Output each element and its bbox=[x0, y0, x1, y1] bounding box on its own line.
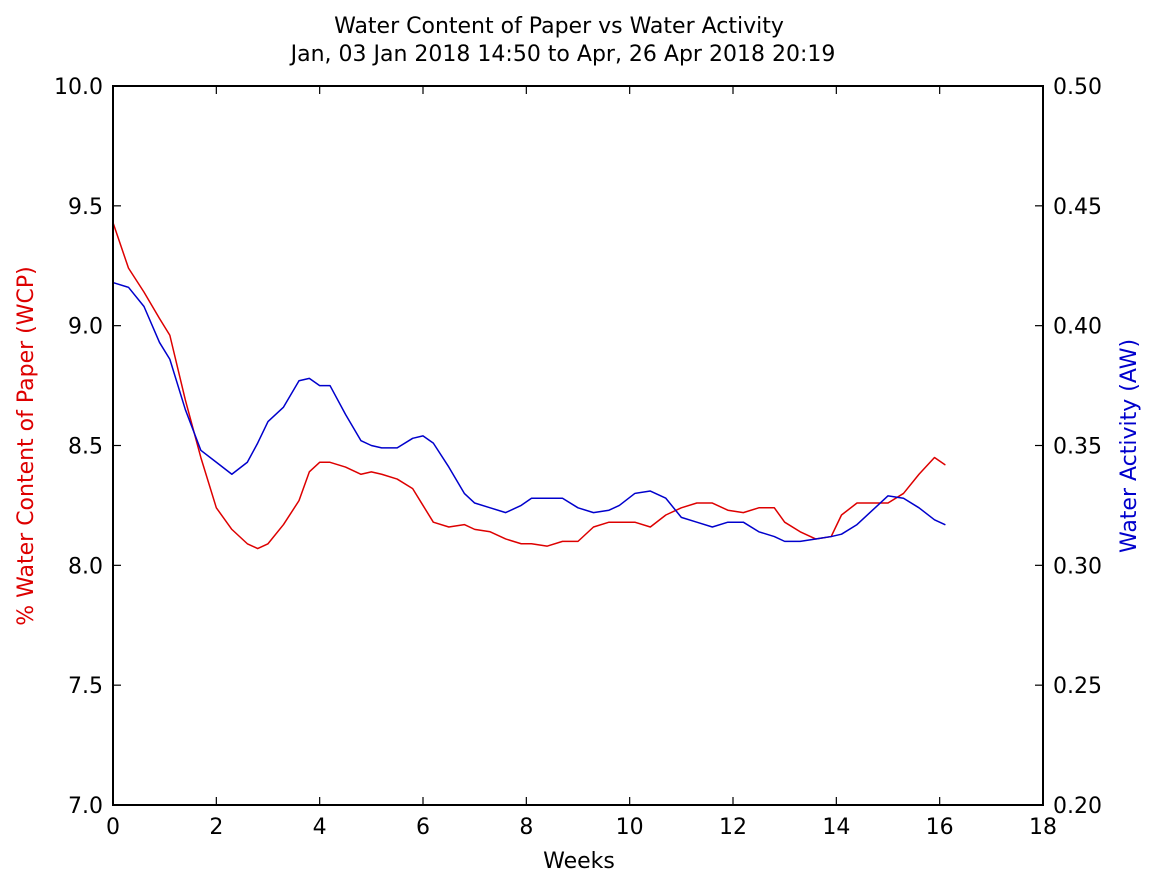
y-left-axis-label: % Water Content of Paper (WCP) bbox=[14, 266, 39, 625]
x-tick-label: 8 bbox=[519, 815, 533, 840]
x-tick-label: 16 bbox=[926, 815, 954, 840]
plot-frame bbox=[112, 85, 1044, 806]
chart-subtitle: Jan, 03 Jan 2018 14:50 to Apr, 26 Apr 20… bbox=[289, 42, 836, 67]
y-left-tick-label: 9.0 bbox=[68, 315, 103, 340]
y-right-tick-label: 0.30 bbox=[1053, 554, 1102, 579]
y-right-tick-label: 0.40 bbox=[1053, 315, 1102, 340]
y-left-tick-label: 7.0 bbox=[68, 794, 103, 819]
x-tick-label: 14 bbox=[822, 815, 850, 840]
x-tick-label: 4 bbox=[313, 815, 327, 840]
aw-series-line bbox=[112, 281, 946, 543]
x-axis-label: Weeks bbox=[543, 849, 615, 874]
x-tick-label: 6 bbox=[416, 815, 430, 840]
y-left-tick-label: 8.5 bbox=[68, 435, 103, 460]
y-left-tick-label: 9.5 bbox=[68, 195, 103, 220]
y-right-tick-label: 0.20 bbox=[1053, 794, 1102, 819]
ticks-layer: 0 2 4 6 8 10 12 14 16 18 7.0 7.5 8.0 8.5 9.0 9.5 10.0 0.2… bbox=[54, 75, 1102, 840]
chart-title: Water Content of Paper vs Water Activity bbox=[334, 14, 784, 39]
x-tick-label: 18 bbox=[1029, 815, 1057, 840]
y-right-axis-label: Water Activity (AW) bbox=[1117, 339, 1142, 553]
x-tick-label: 2 bbox=[209, 815, 223, 840]
y-right-tick-label: 0.25 bbox=[1053, 674, 1102, 699]
wcp-series-line bbox=[112, 221, 946, 550]
series-layer bbox=[112, 221, 946, 550]
y-left-tick-label: 10.0 bbox=[54, 75, 103, 100]
y-left-tick-label: 7.5 bbox=[68, 674, 103, 699]
y-right-tick-label: 0.50 bbox=[1053, 75, 1102, 100]
x-tick-label: 0 bbox=[106, 815, 120, 840]
x-tick-label: 10 bbox=[616, 815, 644, 840]
x-tick-label: 12 bbox=[719, 815, 747, 840]
y-right-tick-label: 0.35 bbox=[1053, 435, 1102, 460]
y-right-tick-label: 0.45 bbox=[1053, 195, 1102, 220]
y-left-tick-label: 8.0 bbox=[68, 554, 103, 579]
